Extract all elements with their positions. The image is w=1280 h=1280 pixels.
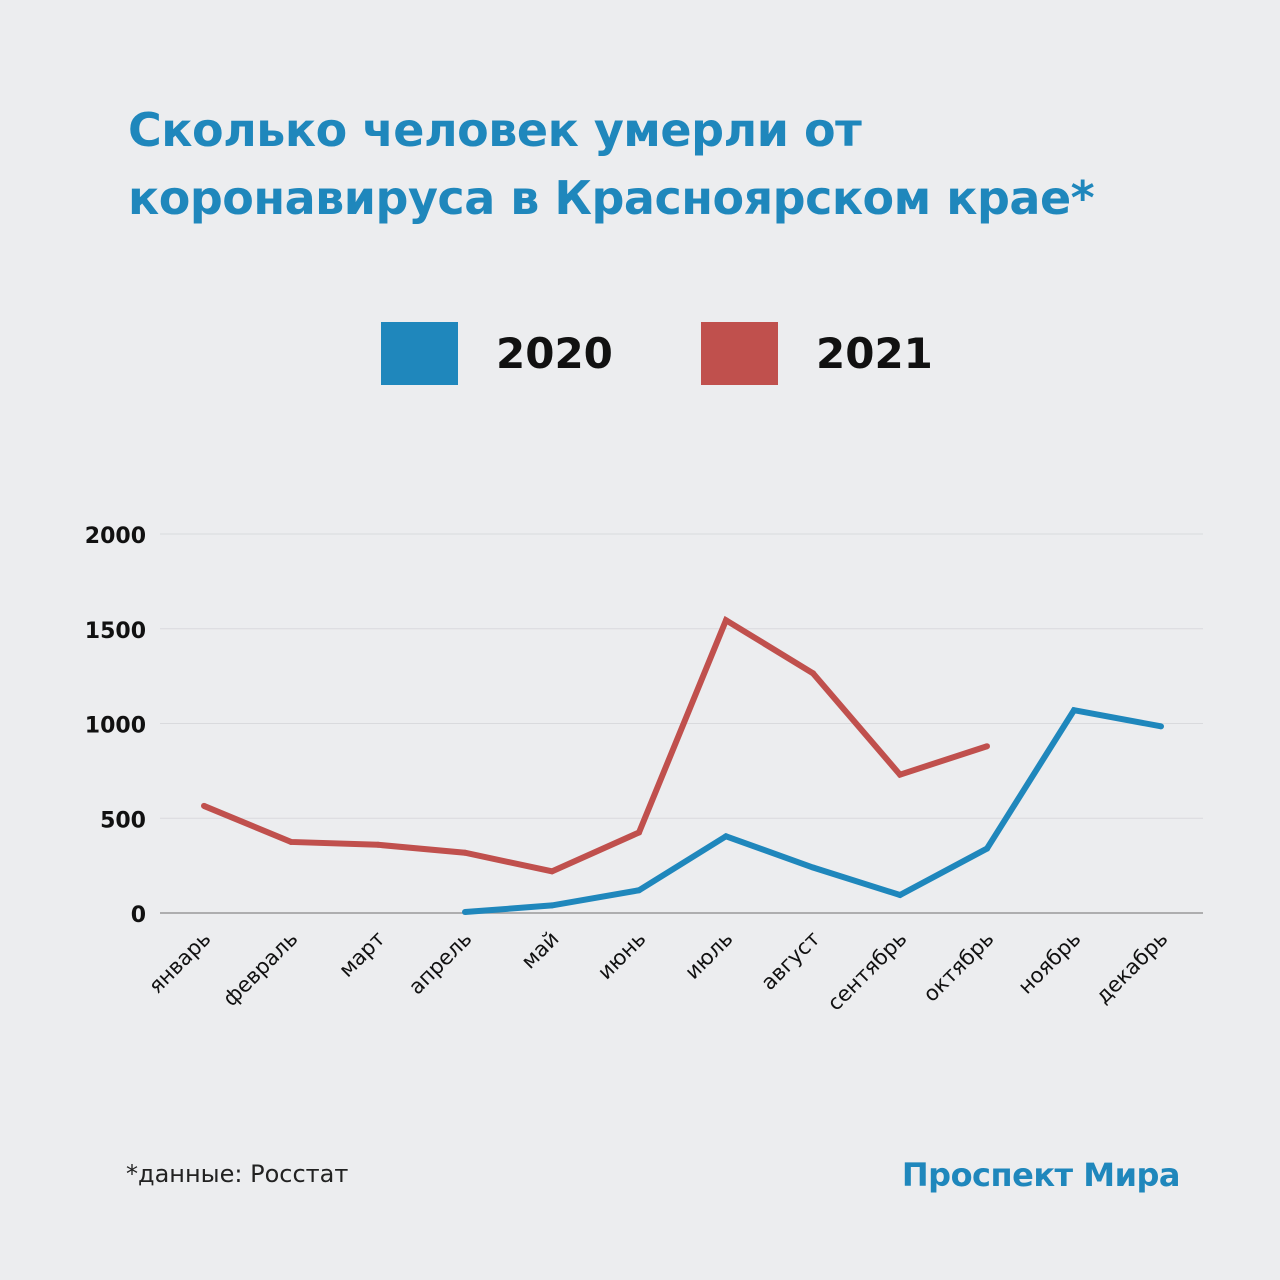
data-point-2021 [984, 743, 990, 750]
x-tick-label: ноябрь [1013, 927, 1085, 999]
y-tick-label: 1000 [85, 714, 146, 739]
y-tick-label: 0 [131, 903, 146, 928]
data-point-2020 [984, 845, 990, 852]
data-point-2021 [897, 771, 903, 778]
data-point-2020 [723, 833, 729, 840]
data-point-2020 [897, 891, 903, 898]
x-tick-label: декабрь [1091, 927, 1173, 1009]
data-point-2021 [375, 841, 381, 848]
brand-logo: Проспект Мира [901, 1156, 1181, 1194]
data-point-2021 [636, 829, 642, 836]
x-tick-label: март [334, 927, 389, 982]
series-line-2021 [202, 615, 988, 875]
y-tick-label: 1500 [85, 619, 146, 644]
data-point-2021 [723, 617, 729, 624]
x-tick-label: январь [144, 927, 216, 999]
x-tick-label: июнь [593, 927, 651, 985]
legend-label-2020: 2020 [496, 329, 613, 378]
source-footnote: *данные: Росстат [126, 1160, 349, 1188]
data-point-2020 [636, 887, 642, 894]
chart-title: Сколько человек умерли от коронавируса в… [128, 103, 1095, 225]
data-point-2020 [1158, 723, 1164, 730]
x-tick-label: май [517, 927, 564, 974]
x-tick-label: август [756, 927, 824, 995]
y-tick-label: 2000 [85, 524, 146, 549]
legend-swatch-2021 [701, 322, 778, 385]
data-point-2020 [462, 909, 468, 916]
series-line-2020 [464, 706, 1162, 916]
line-chart: 0 500 1000 1500 2000 январь февраль март апрель м… [85, 524, 1203, 1016]
x-tick-label: октябрь [919, 927, 999, 1007]
legend-swatch-2020 [381, 322, 458, 385]
data-point-2021 [549, 868, 555, 875]
data-point-2020 [549, 902, 555, 909]
x-tick-label: сентябрь [823, 927, 912, 1016]
data-point-2021 [462, 849, 468, 856]
x-tick-label: апрель [404, 927, 477, 1000]
data-point-2021 [810, 670, 816, 677]
data-point-2020 [1071, 707, 1077, 714]
y-tick-label: 500 [100, 808, 146, 833]
data-point-2021 [201, 802, 207, 809]
x-tick-label: июль [680, 927, 737, 984]
x-tick-label: февраль [218, 927, 302, 1011]
legend-label-2021: 2021 [816, 329, 933, 378]
data-point-2020 [810, 864, 816, 871]
data-point-2021 [288, 838, 294, 845]
